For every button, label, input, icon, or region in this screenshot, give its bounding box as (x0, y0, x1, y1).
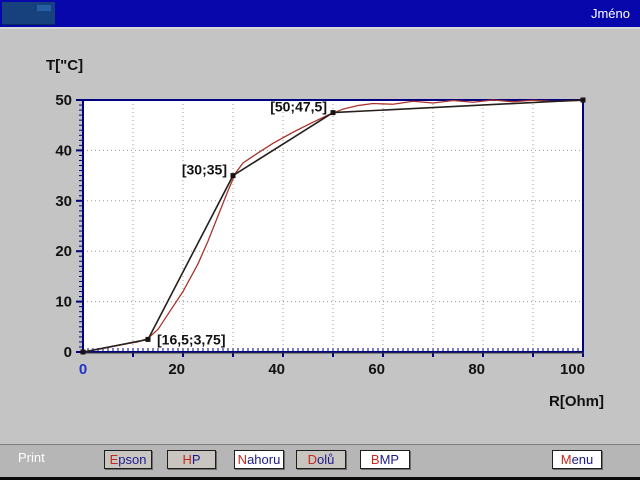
print-label: Print (18, 450, 45, 465)
dolu-hotkey: D (307, 452, 318, 467)
bmp-label: MP (379, 452, 400, 467)
chart-panel (0, 27, 640, 444)
logo-glyph-icon (37, 5, 51, 11)
menu-label: enu (571, 452, 594, 467)
bmp-hotkey: B (370, 452, 380, 467)
nahoru-hotkey: N (237, 452, 248, 467)
title-bar: Jméno (0, 0, 640, 27)
nahoru-label: ahoru (247, 452, 281, 467)
menu-hotkey: M (560, 452, 572, 467)
dolu-label: olů (317, 452, 335, 467)
window-title: Jméno (590, 6, 630, 21)
hp-hotkey: H (182, 452, 192, 467)
bmp-button[interactable]: B MP (360, 450, 410, 469)
hp-label: P (191, 452, 201, 467)
app-logo (2, 2, 55, 25)
epson-label: pson (118, 452, 147, 467)
epson-hotkey: E (109, 452, 119, 467)
